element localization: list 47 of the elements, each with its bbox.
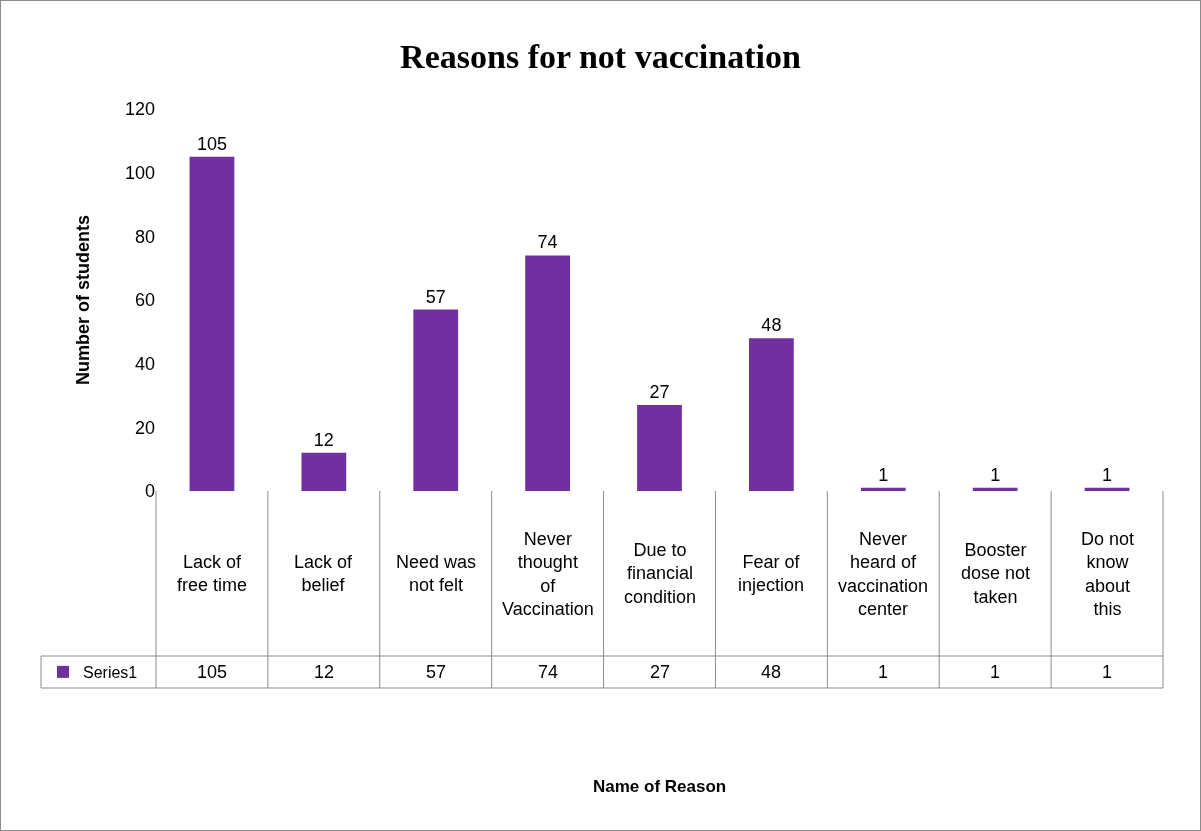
total-label: 12	[313, 429, 334, 450]
data-label: 48	[761, 662, 782, 682]
total-label: 1	[1102, 464, 1113, 485]
data-label: 57	[426, 662, 447, 682]
total-label: 27	[649, 382, 670, 403]
bar	[860, 487, 906, 491]
bar	[637, 405, 682, 491]
data-label: 12	[314, 662, 335, 682]
y-tick-label: 80	[134, 226, 155, 247]
x-tick-label: Need was not felt	[396, 552, 477, 596]
bar	[972, 487, 1018, 491]
data-label: 1	[990, 662, 1001, 682]
bar	[413, 309, 459, 491]
data-label: 105	[197, 662, 228, 682]
y-axis-title: Number of students	[73, 214, 94, 386]
data-label: 74	[538, 662, 559, 682]
data-label: 1	[878, 662, 889, 682]
bar	[749, 338, 794, 491]
y-tick-label: 120	[124, 99, 155, 120]
bar	[525, 255, 570, 491]
x-tick-label: Due to financial condition	[624, 540, 697, 607]
data-label: 27	[650, 662, 671, 682]
bar	[189, 156, 235, 491]
text: Name of Reason	[593, 777, 727, 796]
total-label: 48	[761, 315, 782, 336]
bar	[1084, 487, 1130, 491]
y-tick-label: 100	[124, 162, 155, 183]
total-label: 74	[537, 232, 558, 253]
y-tick-label: 40	[134, 353, 155, 374]
data-label: 1	[1102, 662, 1113, 682]
chart-title: Reasons for not vaccination	[400, 37, 801, 75]
x-tick-label: Do not know about this	[1081, 529, 1135, 620]
y-tick-label: 20	[134, 417, 155, 438]
total-label: 105	[196, 133, 227, 154]
legend-label: Series1	[83, 664, 138, 682]
total-label: 1	[990, 464, 1001, 485]
x-tick-label: Lack of free time	[177, 552, 248, 596]
x-tick-label: Fear of injection	[738, 552, 805, 596]
bar	[301, 452, 347, 491]
y-tick-label: 0	[144, 481, 155, 502]
y-tick-label: 60	[134, 290, 155, 311]
x-tick-label: Never thought of Vaccination	[502, 529, 594, 620]
x-tick-label: Never heard of vaccination center	[838, 529, 929, 620]
x-tick-label: Booster dose not taken	[961, 540, 1031, 607]
total-label: 1	[878, 464, 889, 485]
x-tick-label: Lack of belief	[294, 552, 354, 596]
total-label: 57	[425, 286, 446, 307]
